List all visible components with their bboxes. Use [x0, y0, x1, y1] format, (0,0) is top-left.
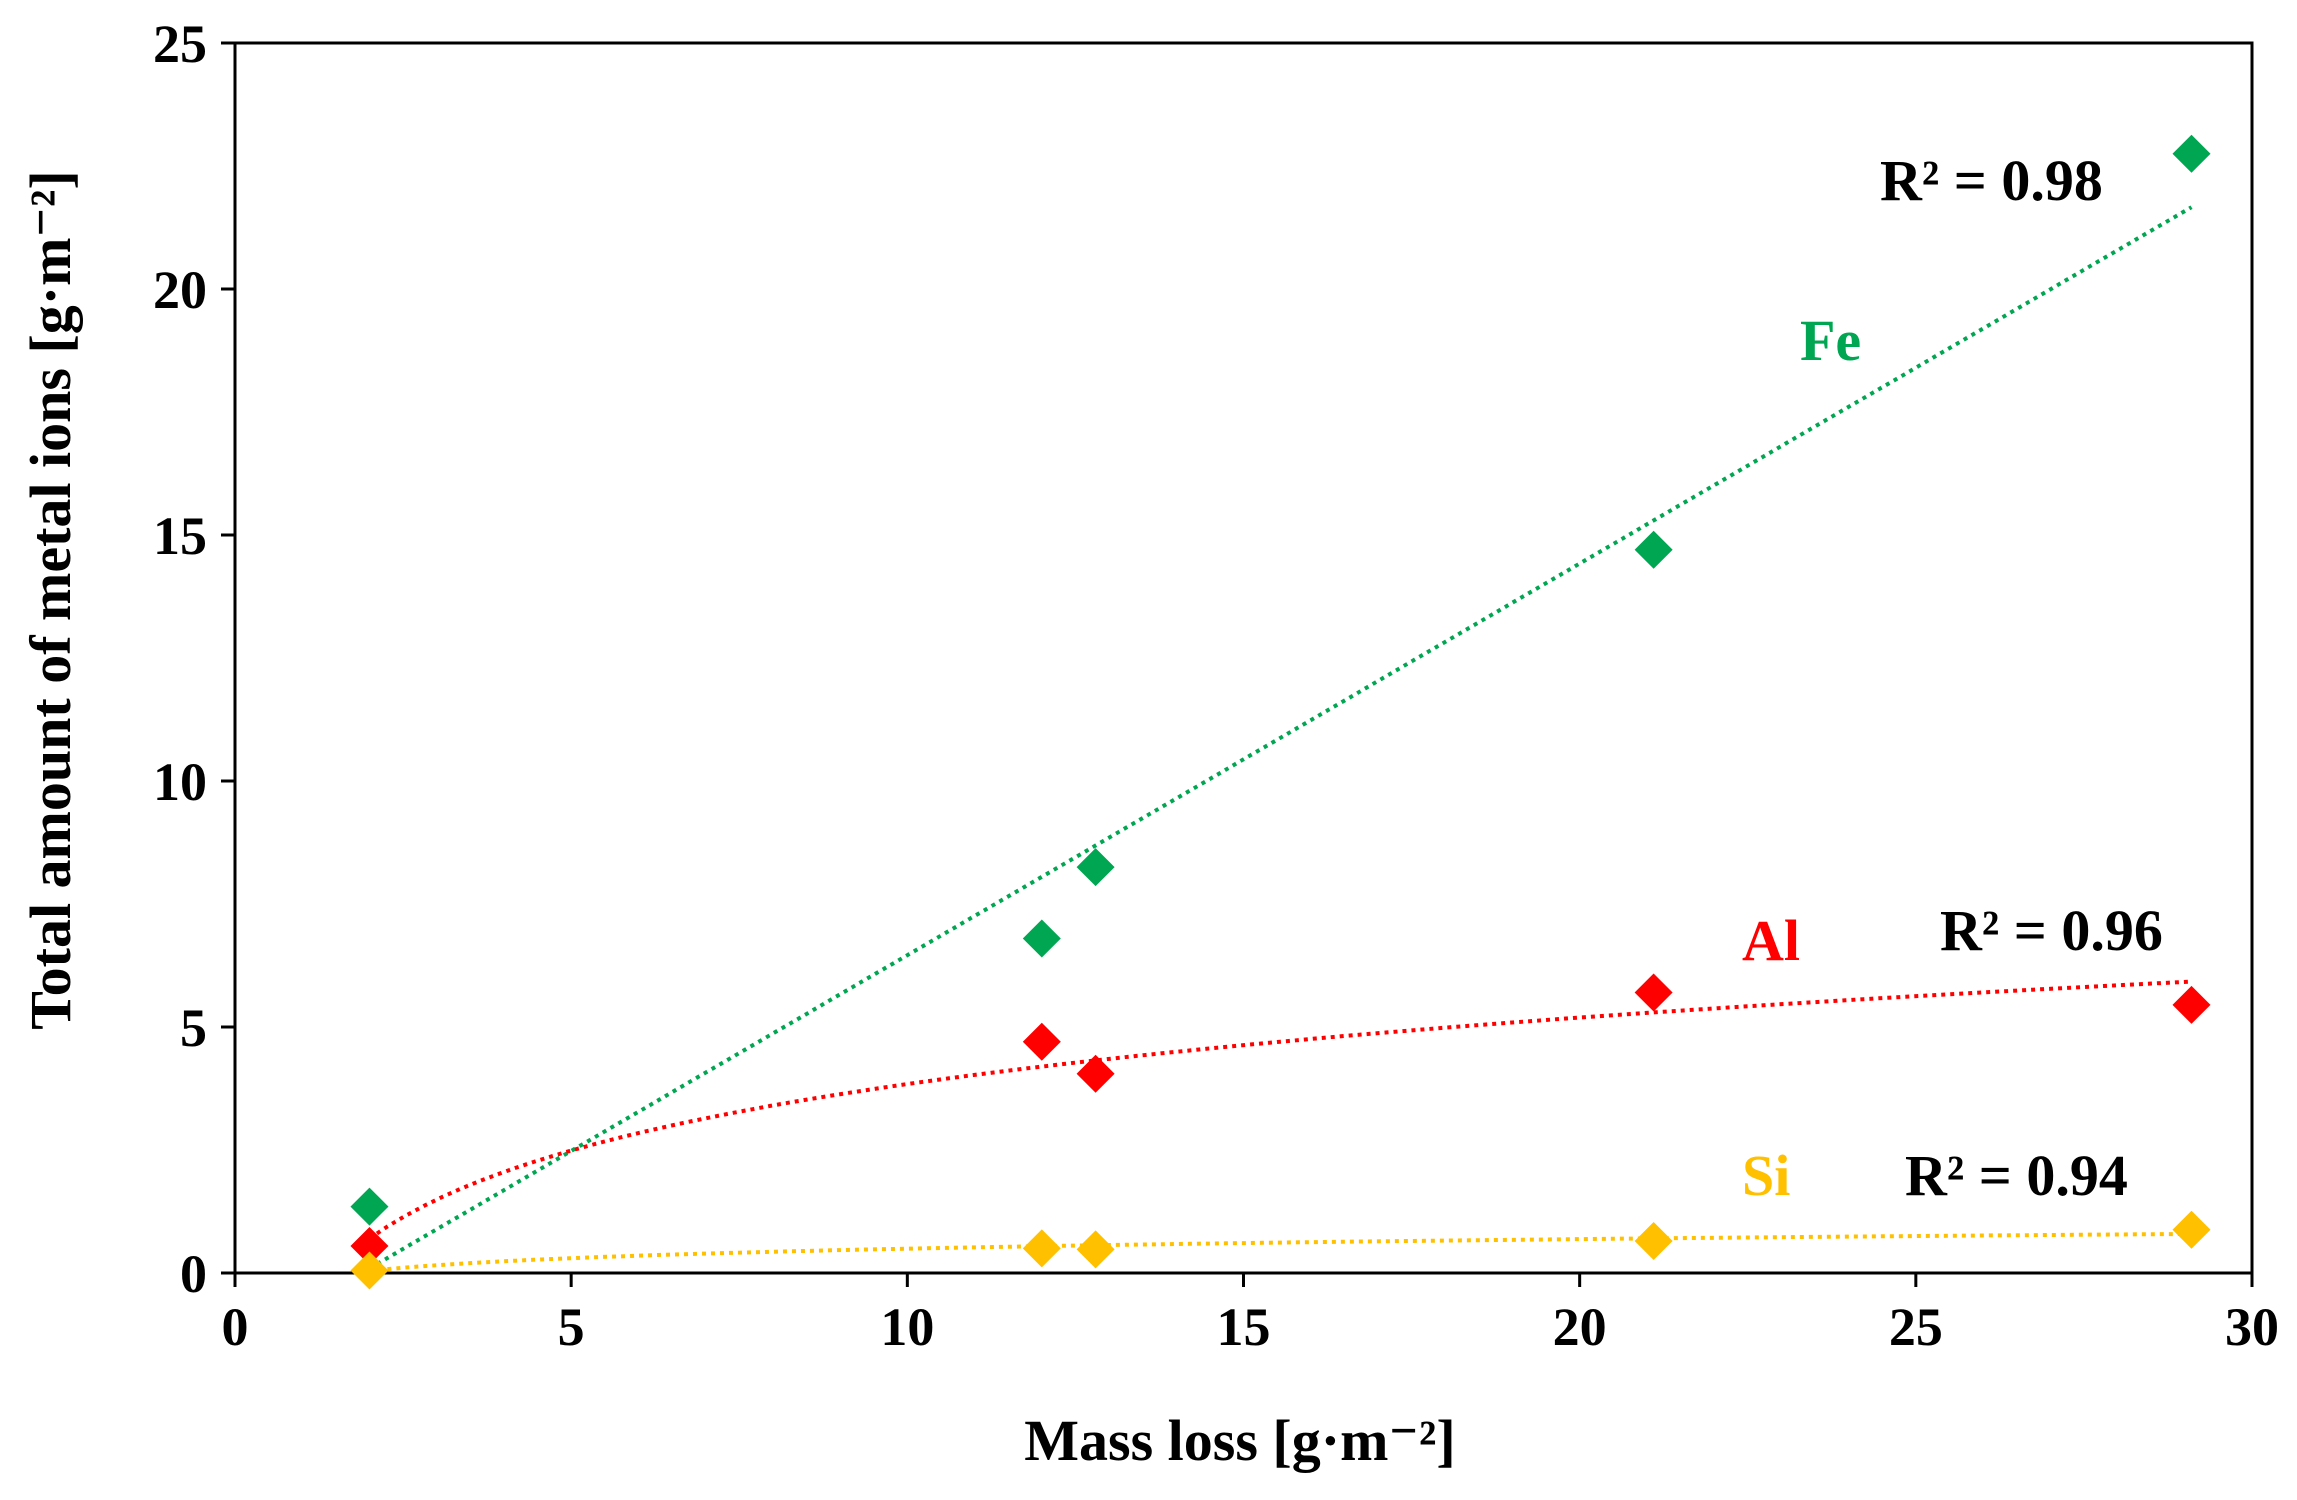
- fe-series-label: Fe: [1800, 308, 1861, 373]
- si-data-point: [1634, 1222, 1673, 1261]
- y-tick-label: 0: [180, 1244, 207, 1304]
- plot-frame-group: [233, 41, 2254, 1275]
- x-tick-label: 10: [880, 1297, 934, 1357]
- fe-data-point: [1076, 848, 1115, 887]
- fe-r2-label: R² = 0.98: [1880, 148, 2103, 213]
- x-tick-label: 20: [1553, 1297, 1607, 1357]
- si-data-point: [1076, 1230, 1115, 1269]
- x-tick-label: 5: [558, 1297, 585, 1357]
- al-data-point: [2172, 985, 2211, 1024]
- data-points-group: [350, 134, 2211, 1290]
- si-data-point: [350, 1251, 389, 1290]
- x-tick-label: 0: [222, 1297, 249, 1357]
- y-tick-label: 5: [180, 998, 207, 1058]
- si-trendline: [369, 1231, 2192, 1273]
- fe-data-point: [2172, 134, 2211, 173]
- si-series-label: Si: [1742, 1143, 1790, 1208]
- al-data-point: [350, 1226, 389, 1265]
- plot-frame: [233, 41, 2254, 1275]
- si-r2-label: R² = 0.94: [1905, 1143, 2128, 1208]
- y-tick-label: 15: [153, 506, 207, 566]
- al-data-point: [1076, 1054, 1115, 1093]
- al-data-point: [1634, 973, 1673, 1012]
- al-series-label: Al: [1742, 908, 1800, 973]
- al-r2-label: R² = 0.96: [1940, 898, 2163, 963]
- si-data-point: [1022, 1229, 1061, 1268]
- x-tick-label: 15: [1217, 1297, 1271, 1357]
- al-trendline: [368, 979, 2192, 1241]
- fe-data-point: [1634, 530, 1673, 569]
- tick-labels-group: 0 5 10 15 20 25 30 0 5 10 15 20 25: [153, 14, 2279, 1357]
- al-data-point: [1022, 1022, 1061, 1061]
- y-axis-title: Total amount of metal ions [g·m⁻²]: [18, 170, 83, 1029]
- si-data-point: [2172, 1210, 2211, 1249]
- y-tick-label: 10: [153, 752, 207, 812]
- fe-data-point: [350, 1187, 389, 1226]
- y-tick-label: 25: [153, 14, 207, 74]
- x-axis-title: Mass loss [g·m⁻²]: [1024, 1408, 1455, 1473]
- fe-trendline: [368, 205, 2193, 1271]
- x-tick-label: 25: [1889, 1297, 1943, 1357]
- y-tick-label: 20: [153, 260, 207, 320]
- fe-data-point: [1022, 919, 1061, 958]
- trendlines-group: [368, 205, 2193, 1273]
- x-tick-label: 30: [2225, 1297, 2279, 1357]
